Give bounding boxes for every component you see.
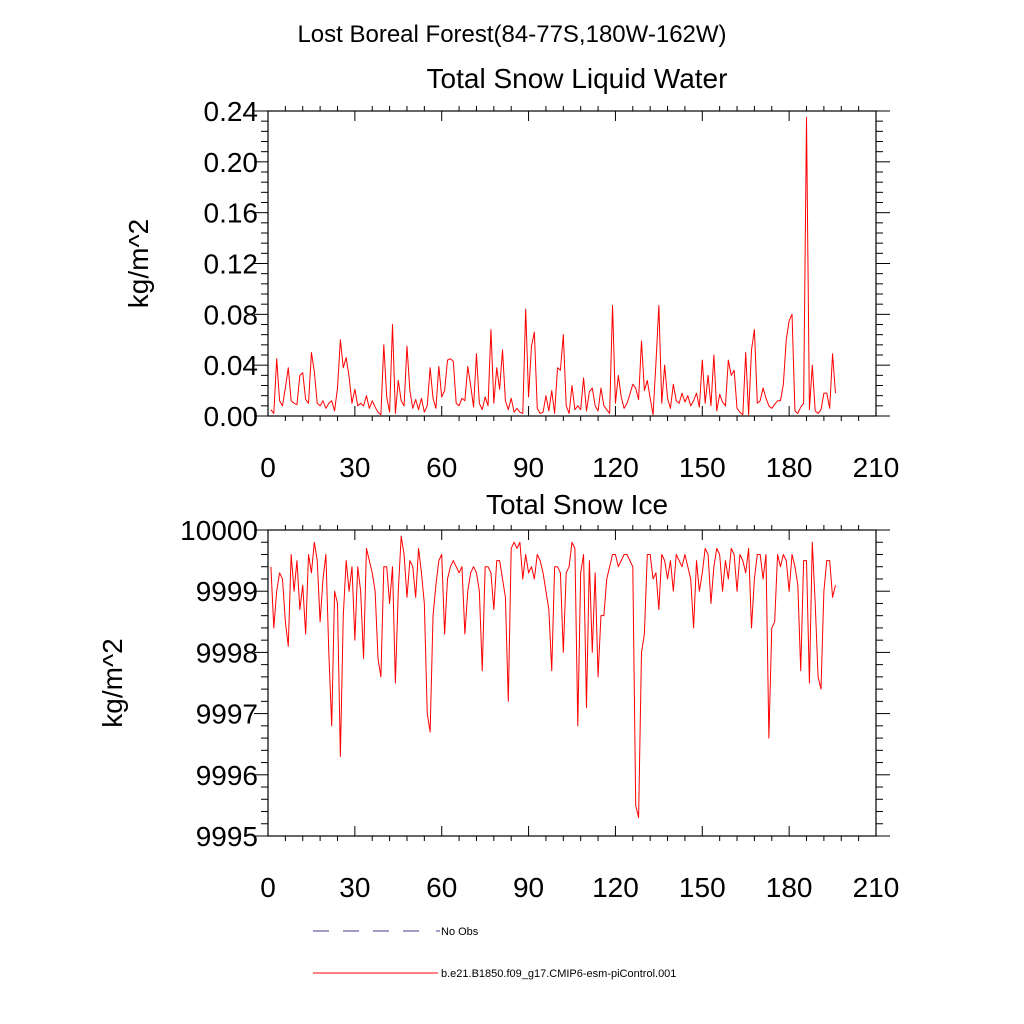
figure-title: Lost Boreal Forest(84-77S,180W-162W) xyxy=(297,21,726,48)
chart-1-y-tick-label: 9999 xyxy=(196,576,258,607)
chart-0-x-tick-label: 150 xyxy=(679,452,726,483)
chart-1-x-tick-label: 120 xyxy=(592,872,639,903)
chart-1-series-line-0 xyxy=(270,535,836,819)
legend-label-no-obs: No Obs xyxy=(441,926,479,938)
chart-0-plot-frame xyxy=(267,110,877,417)
chart-1-y-tick-label: 9997 xyxy=(196,699,258,730)
chart-0-series-line-0 xyxy=(270,116,836,416)
chart-1-title: Total Snow Ice xyxy=(486,489,668,520)
chart-0-x-tick-label: 90 xyxy=(513,452,544,483)
chart-0-y-axis-label: kg/m^2 xyxy=(123,219,154,308)
chart-0-y-tick-label: 0.16 xyxy=(204,198,259,229)
chart-0-x-tick-label: 60 xyxy=(426,452,457,483)
legend: No Obs b.e21.B1850.f09_g17.CMIP6-esm-piC… xyxy=(313,926,676,980)
chart-1-x-tick-label: 210 xyxy=(853,872,900,903)
chart-1-y-tick-label: 9998 xyxy=(196,637,258,668)
chart-1-x-tick-label: 90 xyxy=(513,872,544,903)
chart-1-x-tick-label: 60 xyxy=(426,872,457,903)
chart-1-y-axis-label: kg/m^2 xyxy=(97,638,128,727)
chart-0-x-tick-label: 30 xyxy=(339,452,370,483)
chart-0-y-tick-label: 0.24 xyxy=(204,96,259,127)
chart-1-plot-frame xyxy=(267,529,877,837)
chart-1-y-tick-label: 9995 xyxy=(196,821,258,852)
panel-snow-ice: Total Snow Ice kg/m^2 0 30 60 90 120 150 180 210 9… xyxy=(97,489,899,903)
chart-1-y-tick-label: 9996 xyxy=(196,760,258,791)
panel-snow-liquid-water: Total Snow Liquid Water kg/m^2 0 30 60 90 120 1… xyxy=(123,63,899,483)
chart-0-x-tick-label: 210 xyxy=(853,452,900,483)
chart-1-x-tick-label: 0 xyxy=(260,872,276,903)
chart-0-y-tick-label: 0.20 xyxy=(204,147,259,178)
chart-1-x-tick-label: 30 xyxy=(339,872,370,903)
chart-0-x-tick-label: 180 xyxy=(766,452,813,483)
chart-1-x-tick-label: 180 xyxy=(766,872,813,903)
chart-0-title: Total Snow Liquid Water xyxy=(427,63,728,94)
chart-0-y-tick-label: 0.08 xyxy=(204,299,259,330)
chart-1-y-tick-label: 10000 xyxy=(180,515,258,546)
legend-label-model: b.e21.B1850.f09_g17.CMIP6-esm-piControl.… xyxy=(441,968,676,980)
chart-0-y-tick-label: 0.04 xyxy=(204,350,259,381)
chart-0-x-tick-label: 120 xyxy=(592,452,639,483)
chart-0-y-tick-label: 0.12 xyxy=(204,249,259,280)
chart-0-x-tick-label: 0 xyxy=(260,452,276,483)
chart-0-y-tick-label: 0.00 xyxy=(204,401,259,432)
chart-1-x-tick-label: 150 xyxy=(679,872,726,903)
